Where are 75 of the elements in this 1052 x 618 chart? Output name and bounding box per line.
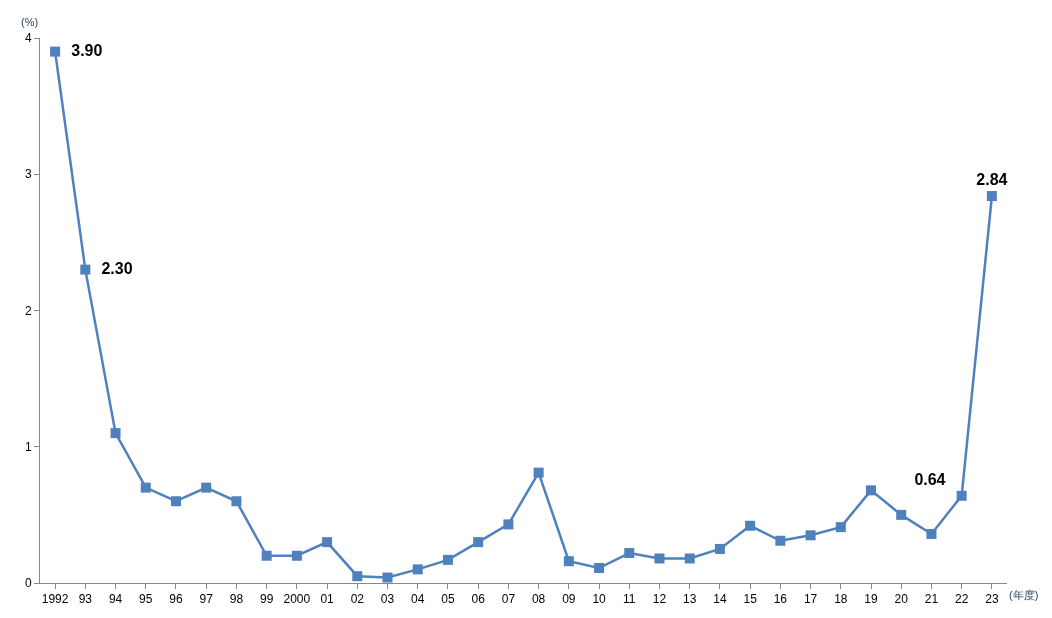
x-tick-label: 99 xyxy=(259,592,274,607)
x-tick-label: 05 xyxy=(441,592,455,607)
point xyxy=(170,496,181,507)
point xyxy=(866,485,877,496)
x-tick-label: 11 xyxy=(623,592,636,607)
x-tick-label: 10 xyxy=(592,592,607,607)
x-tick-label: 96 xyxy=(169,592,183,607)
x-tick-label: 18 xyxy=(834,592,848,607)
x-axis-title: (年度) xyxy=(1009,589,1039,601)
point xyxy=(956,490,967,501)
x-tick-label: 94 xyxy=(108,592,123,607)
x-tick-label: 12 xyxy=(652,592,667,607)
y-axis-title: (%) xyxy=(21,16,39,28)
x-tick-label: 2000 xyxy=(283,592,311,607)
y-tick-label: 1 xyxy=(24,439,32,454)
x-tick-label: 15 xyxy=(743,592,758,607)
point xyxy=(261,550,272,561)
point xyxy=(442,554,453,565)
point xyxy=(412,564,423,575)
point xyxy=(140,482,151,493)
y-tick-label: 2 xyxy=(24,303,32,318)
x-tick-label: 09 xyxy=(562,592,576,607)
x-tick-label: 13 xyxy=(683,592,697,607)
x-tick-label: 21 xyxy=(924,592,939,607)
point xyxy=(352,571,363,582)
x-tick-label: 14 xyxy=(713,592,727,607)
x-tick-label: 1992 xyxy=(41,592,69,607)
x-tick-label: 22 xyxy=(954,592,969,607)
x-tick-label: 23 xyxy=(985,592,999,607)
x-tick-label: 95 xyxy=(139,592,153,607)
x-tick-label: 17 xyxy=(803,592,818,607)
point xyxy=(322,537,333,548)
point xyxy=(714,543,725,554)
x-tick-label: 06 xyxy=(471,592,486,607)
data-label: 3.90 xyxy=(71,41,103,59)
x-tick-label: 04 xyxy=(411,592,425,607)
point xyxy=(231,496,242,507)
data-label: 0.64 xyxy=(914,470,946,488)
point xyxy=(291,550,302,561)
x-tick-label: 93 xyxy=(78,592,93,607)
data-label: 2.84 xyxy=(976,170,1008,188)
point xyxy=(986,191,997,202)
point xyxy=(805,530,816,541)
point xyxy=(382,572,393,583)
point xyxy=(775,535,786,546)
point xyxy=(110,428,121,439)
x-tick-label: 19 xyxy=(864,592,879,607)
point xyxy=(80,264,91,275)
x-tick-label: 08 xyxy=(531,592,546,607)
y-tick-label: 0 xyxy=(24,576,32,591)
point xyxy=(926,528,937,539)
point xyxy=(533,467,544,478)
x-tick-label: 98 xyxy=(229,592,244,607)
point xyxy=(835,522,846,533)
point xyxy=(473,537,484,548)
point xyxy=(654,553,665,564)
x-tick-label: 16 xyxy=(773,592,788,607)
x-tick-label: 20 xyxy=(894,592,909,607)
point xyxy=(896,509,907,520)
point xyxy=(624,548,635,559)
y-tick-label: 4 xyxy=(24,31,32,46)
x-tick-label: 03 xyxy=(380,592,395,607)
point xyxy=(503,519,514,530)
point xyxy=(684,553,695,564)
y-tick-label: 3 xyxy=(24,167,32,182)
data-label: 2.30 xyxy=(101,259,133,277)
x-tick-label: 07 xyxy=(501,592,516,607)
point xyxy=(745,520,756,531)
x-tick-label: 01 xyxy=(320,592,335,607)
point xyxy=(201,482,212,493)
point xyxy=(563,556,574,567)
point xyxy=(50,46,61,57)
point xyxy=(594,563,605,574)
x-tick-label: 02 xyxy=(350,592,365,607)
x-tick-label: 97 xyxy=(199,592,214,607)
